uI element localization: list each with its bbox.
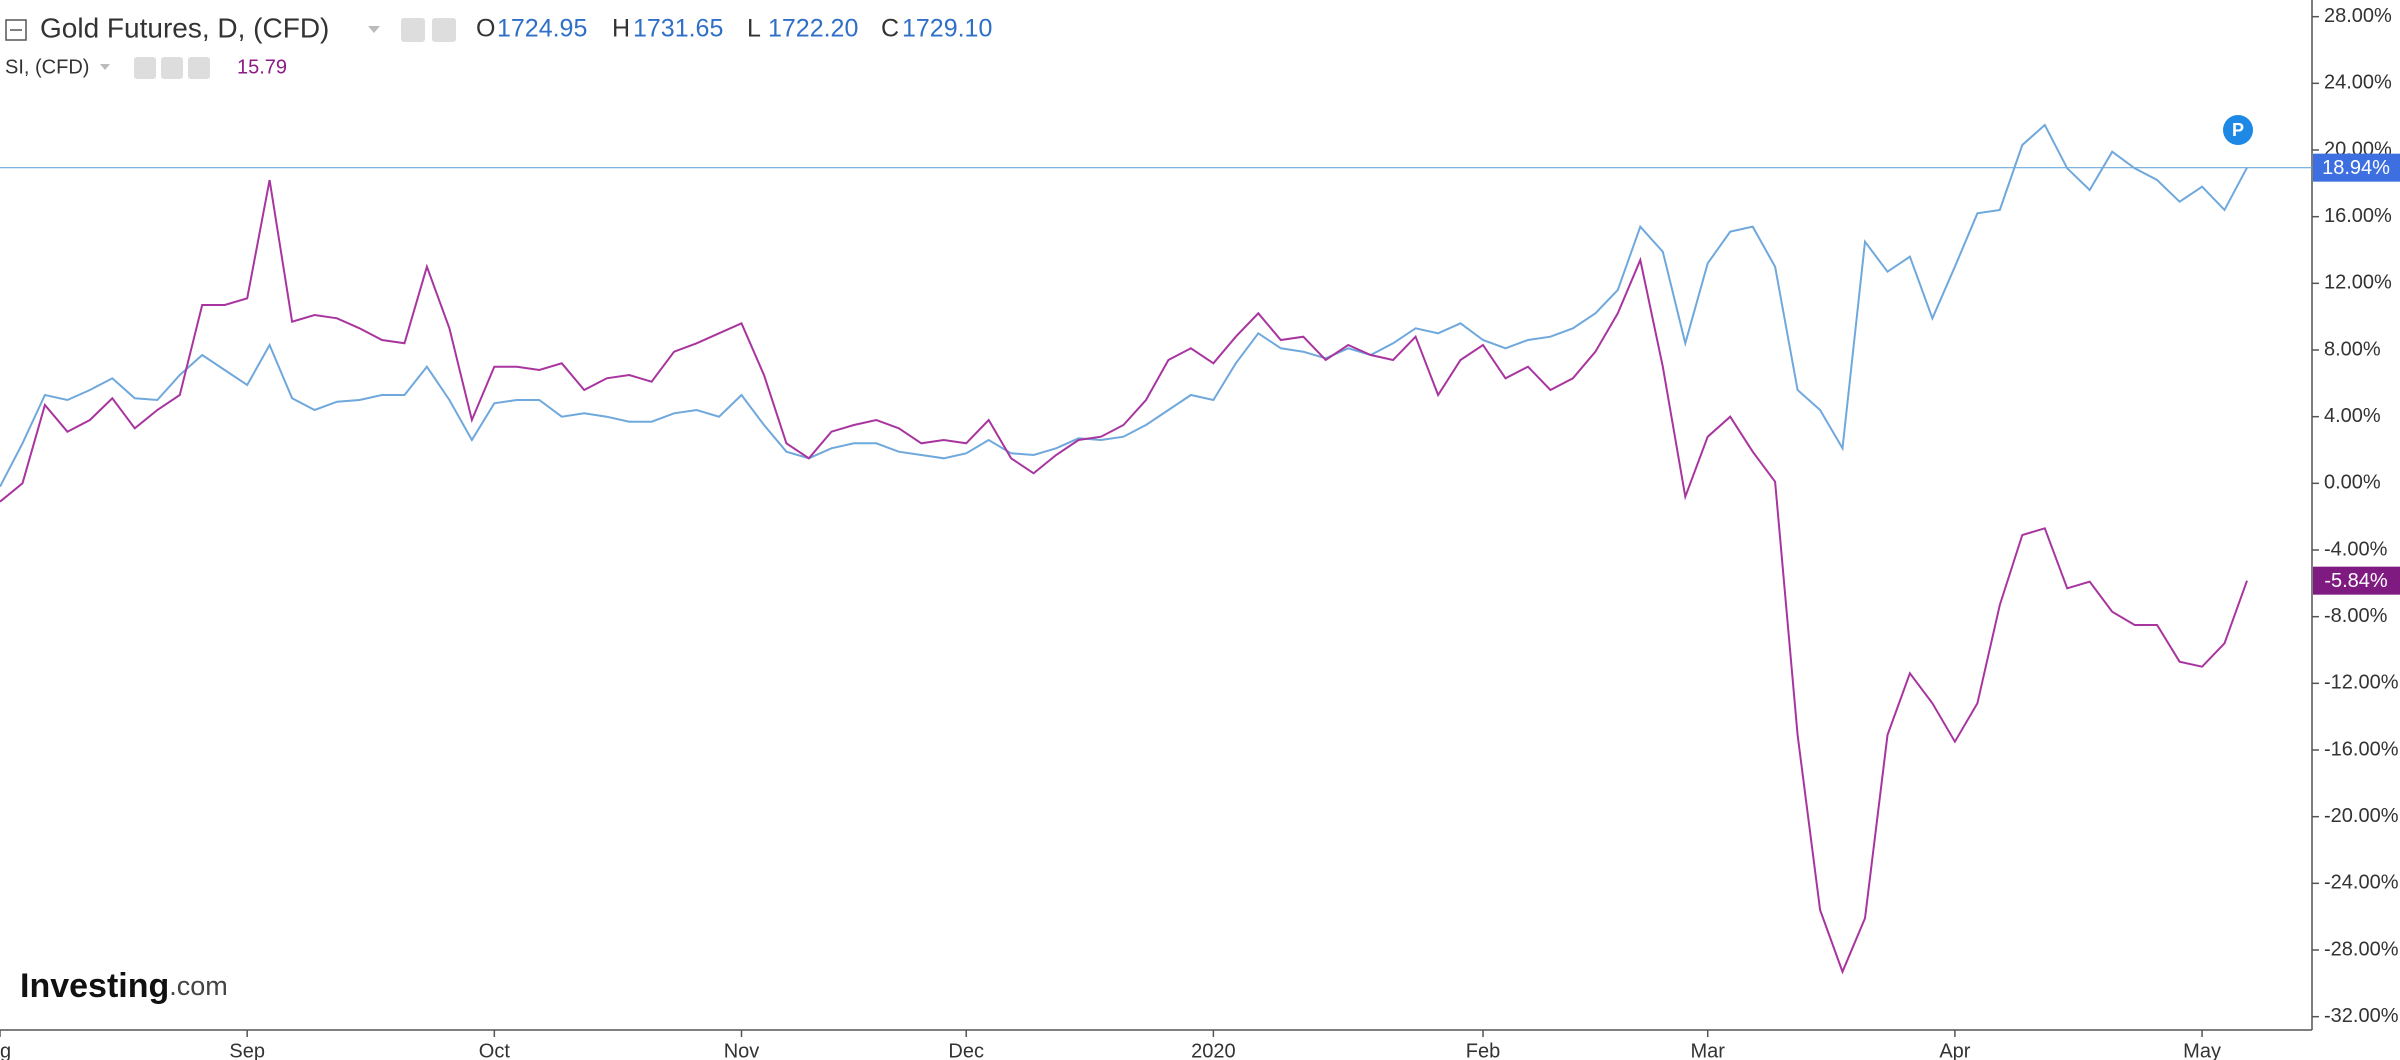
x-tick-label: Sep bbox=[229, 1040, 265, 1060]
event-badge-label: P bbox=[2232, 120, 2244, 140]
y-tick-label: 8.00% bbox=[2324, 338, 2381, 360]
remove-button[interactable] bbox=[188, 57, 210, 79]
ohlc-label: H bbox=[612, 15, 630, 43]
ohlc-value: 1722.20 bbox=[768, 15, 858, 43]
collapse-button[interactable] bbox=[5, 19, 27, 41]
y-tick-label: -16.00% bbox=[2324, 738, 2399, 760]
y-tick-label: -24.00% bbox=[2324, 872, 2399, 894]
x-tick-label: Nov bbox=[724, 1040, 760, 1060]
series-line bbox=[0, 179, 2248, 975]
x-tick-label: Oct bbox=[479, 1040, 511, 1060]
dropdown-arrow[interactable] bbox=[100, 64, 110, 70]
series-line bbox=[0, 123, 2248, 488]
dropdown-arrow[interactable] bbox=[368, 26, 380, 33]
logo-name: Investing bbox=[20, 967, 169, 1005]
logo: Investing.com bbox=[20, 967, 228, 1005]
y-tick-label: -12.00% bbox=[2324, 672, 2399, 694]
x-tick-label: Feb bbox=[1466, 1040, 1500, 1060]
y-tick-label: -32.00% bbox=[2324, 1005, 2399, 1027]
x-tick-label: May bbox=[2183, 1040, 2221, 1060]
y-tick-label: -4.00% bbox=[2324, 538, 2388, 560]
ohlc-label: L bbox=[747, 15, 761, 43]
logo-suffix: .com bbox=[169, 971, 228, 1001]
y-tick-label: -20.00% bbox=[2324, 805, 2399, 827]
y-tick-label: 4.00% bbox=[2324, 405, 2381, 427]
y-tick-label: 0.00% bbox=[2324, 472, 2381, 494]
y-tick-label: 12.00% bbox=[2324, 272, 2392, 294]
x-tick-label: Apr bbox=[1939, 1040, 1970, 1060]
last-price: 15.79 bbox=[237, 56, 287, 78]
visibility-button[interactable] bbox=[134, 57, 156, 79]
ohlc-value: 1729.10 bbox=[902, 15, 992, 43]
settings-button[interactable] bbox=[432, 18, 456, 42]
ohlc-label: O bbox=[476, 15, 495, 43]
ohlc-value: 1724.95 bbox=[497, 15, 587, 43]
y-tick-label: 28.00% bbox=[2324, 5, 2392, 27]
x-tick-label: 2020 bbox=[1191, 1040, 1236, 1060]
y-tick-label: 24.00% bbox=[2324, 72, 2392, 94]
x-tick-label: ug bbox=[0, 1040, 11, 1060]
x-tick-label: Dec bbox=[948, 1040, 984, 1060]
event-badge bbox=[2223, 115, 2253, 145]
series-name: SI, (CFD) bbox=[5, 56, 89, 78]
y-tick-label: 16.00% bbox=[2324, 205, 2392, 227]
last-value-badge bbox=[2313, 153, 2400, 182]
y-tick-label: -28.00% bbox=[2324, 938, 2399, 960]
y-tick-label: -8.00% bbox=[2324, 605, 2388, 627]
ohlc-label: C bbox=[881, 15, 899, 43]
last-value-label: 18.94% bbox=[2322, 157, 2390, 179]
visibility-button[interactable] bbox=[401, 18, 425, 42]
x-tick-label: Mar bbox=[1690, 1040, 1725, 1060]
last-value-label: -5.84% bbox=[2324, 570, 2388, 592]
last-value-badge bbox=[2313, 566, 2400, 595]
ohlc-value: 1731.65 bbox=[633, 15, 723, 43]
settings-button[interactable] bbox=[161, 57, 183, 79]
series-name: Gold Futures, D, (CFD) bbox=[40, 12, 329, 43]
